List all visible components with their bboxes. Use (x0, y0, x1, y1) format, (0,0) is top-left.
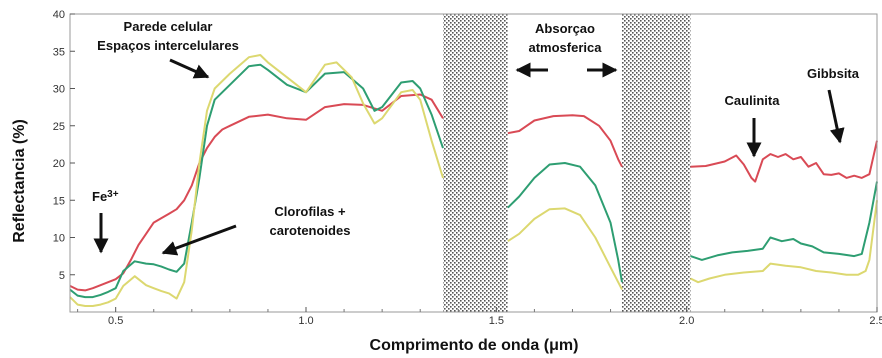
series-yellow-line-segment-3 (690, 200, 878, 284)
annotation-absorcao: Absorçao (535, 21, 595, 36)
y-tick-label: 25 (53, 121, 65, 133)
arrow-clorofilas (161, 224, 237, 256)
absorption-band-1 (443, 14, 508, 312)
annotation-fe3: Fe3+ (92, 189, 119, 204)
y-tick-label: 5 (59, 270, 65, 282)
annotation-caulinita: Caulinita (725, 93, 781, 108)
x-axis-title: Comprimento de onda (μm) (370, 337, 579, 354)
absorption-band-2 (621, 14, 691, 312)
x-tick-label: 2.0 (679, 315, 694, 327)
series-green-line-segment-1 (69, 63, 444, 299)
y-tick-label: 35 (53, 46, 65, 58)
annotation-clorofilas: Clorofilas + (274, 204, 346, 219)
series-yellow-line-segment-1 (69, 54, 444, 307)
y-tick-label: 10 (53, 233, 65, 245)
fe-superscript: 3+ (107, 189, 119, 200)
annotation-carotenoides: carotenoides (270, 223, 351, 238)
annotation-atmosferica: atmosferica (529, 40, 603, 55)
y-axis-title: Reflectancia (%) (11, 119, 28, 243)
fe-base: Fe (92, 189, 107, 204)
series-red-line-segment-3 (690, 140, 878, 183)
annotation-parede-celular: Parede celular (124, 19, 213, 34)
x-tick-label: 0.5 (108, 315, 123, 327)
series-green-line-segment-2 (507, 162, 623, 283)
series-yellow-line-segment-2 (507, 207, 623, 291)
annotation-gibbsita: Gibbsita (807, 66, 860, 81)
arrow-parede-celular (169, 58, 210, 79)
arrow-gibbsita (827, 89, 845, 144)
y-tick-label: 30 (53, 84, 65, 96)
y-tick-label: 20 (53, 158, 65, 170)
y-tick-label: 15 (53, 195, 65, 207)
series-green-line-segment-3 (690, 181, 878, 261)
axis-ticks: 0.5 1.0 1.5 2.0 2.5 5 10 15 20 25 30 35 40 (53, 9, 882, 327)
x-tick-label: 2.5 (869, 315, 882, 327)
series-red-line-segment-1 (69, 93, 444, 292)
annotation-espacos-intercelulares: Espaços intercelulares (97, 38, 239, 53)
series-layer (69, 54, 878, 307)
absorption-bands (443, 14, 691, 312)
y-tick-label: 40 (53, 9, 65, 21)
x-tick-label: 1.5 (489, 315, 504, 327)
x-tick-label: 1.0 (298, 315, 313, 327)
series-red-line-segment-2 (507, 114, 623, 168)
